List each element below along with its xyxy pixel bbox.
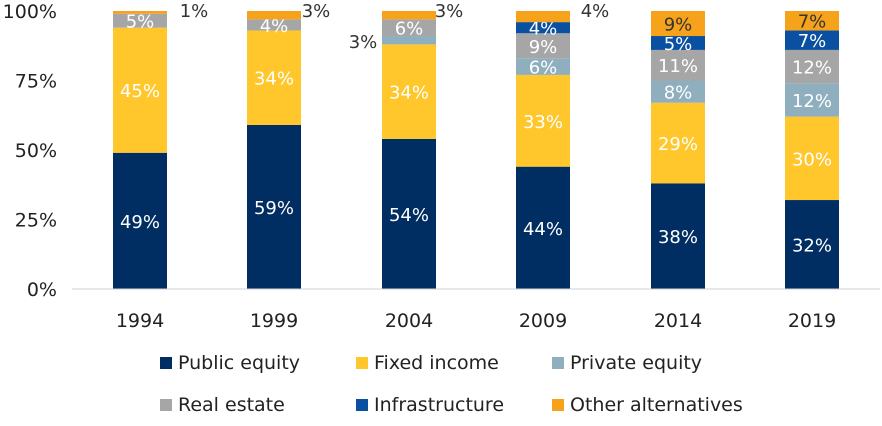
bar-segment [113,152,167,289]
data-label: 33% [523,112,563,133]
bar-segment [785,49,839,84]
data-label: 1% [180,1,209,22]
data-label: 6% [529,58,558,79]
bar-segment [516,11,570,23]
data-label: 38% [658,227,698,248]
data-label: 44% [523,219,563,240]
bar-segment [516,22,570,34]
data-label: 11% [658,56,698,77]
bar-segment [382,11,436,20]
bar-segment [651,183,705,289]
bar-segment [382,19,436,37]
bar-segment [785,30,839,50]
data-label: 34% [254,69,294,90]
y-tick-label: 0% [27,279,57,301]
legend-swatch [356,357,368,369]
y-axis: 0% 25% 50% 75% 100% [3,1,57,301]
bar-segment [651,102,705,184]
bar-segment [247,124,301,289]
data-label: 4% [260,16,289,37]
legend-swatch [552,399,564,411]
bar-segment [247,30,301,125]
x-tick-label: 2014 [654,310,702,332]
bar-segment [651,36,705,50]
bar-segment [382,36,436,45]
data-label: 7% [798,31,827,52]
x-tick-label: 1994 [116,310,164,332]
data-label: 59% [254,198,294,219]
data-label: 34% [389,83,429,104]
legend-label: Other alternatives [570,394,743,416]
data-label: 45% [120,81,160,102]
bar-segment [785,11,839,31]
legend: Public equity Fixed income Private equity R… [160,352,743,416]
bar-segment [113,11,167,14]
x-tick-label: 2019 [788,310,836,332]
data-label: 12% [792,58,832,79]
bar-segment [247,19,301,31]
x-tick-label: 2004 [385,310,433,332]
x-tick-label: 1999 [250,310,298,332]
data-label: 3% [435,1,464,22]
legend-swatch [160,357,172,369]
legend-label: Public equity [178,352,300,374]
y-tick-label: 75% [15,71,57,93]
legend-swatch [552,357,564,369]
data-label: 54% [389,205,429,226]
legend-label: Real estate [178,394,285,416]
data-label: 4% [529,19,558,40]
data-label: 29% [658,134,698,155]
data-label: 9% [529,37,558,58]
bar-segment [516,166,570,289]
data-label: 4% [581,1,610,22]
data-label: 9% [664,15,693,36]
data-label: 5% [664,34,693,55]
data-label: 3% [302,1,331,22]
bar-segment [382,138,436,289]
bar-segment [516,33,570,59]
data-label: 5% [126,12,155,33]
bar-segment [651,80,705,103]
data-label: 32% [792,236,832,257]
bar-segment [785,200,839,289]
y-tick-label: 100% [3,1,57,23]
legend-swatch [160,399,172,411]
data-label: 3% [349,32,378,53]
bars: 49% 45% 5% 1% 59% 34% 4% 3% 54% 34% 3% 6% 3% 44% 33% 6%… [113,1,839,289]
bar-segment [651,11,705,37]
data-label: 6% [395,19,424,40]
bar-segment [382,44,436,139]
bar-segment [516,58,570,75]
bar-segment [785,116,839,201]
data-label: 12% [792,91,832,112]
legend-label: Fixed income [374,352,499,374]
bar-segment [651,49,705,81]
bar-segment [113,27,167,153]
legend-label: Infrastructure [374,394,504,416]
y-tick-label: 50% [15,140,57,162]
data-label: 30% [792,149,832,170]
legend-swatch [356,399,368,411]
data-label: 49% [120,212,160,233]
bar-segment [516,74,570,167]
x-axis: 1994 1999 2004 2009 2014 2019 [72,288,880,332]
y-tick-label: 25% [15,210,57,232]
data-label: 8% [664,83,693,104]
legend-label: Private equity [570,352,702,374]
data-label: 7% [798,12,827,33]
bar-segment [113,13,167,28]
bar-segment [247,11,301,20]
x-tick-label: 2009 [519,310,567,332]
bar-segment [785,83,839,117]
